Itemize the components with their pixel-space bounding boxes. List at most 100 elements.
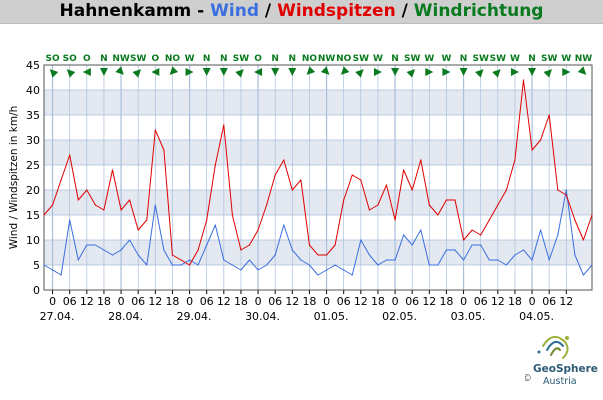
data-point-windspitzen — [163, 149, 165, 151]
data-point-wind — [343, 269, 345, 271]
data-point-windspitzen — [505, 189, 507, 191]
y-tick-label: 25 — [26, 159, 40, 172]
data-point-windspitzen — [231, 214, 233, 216]
data-point-wind — [368, 254, 370, 256]
data-point-windspitzen — [591, 214, 593, 216]
direction-label: SO — [63, 54, 77, 64]
data-point-windspitzen — [471, 229, 473, 231]
direction-arrow-icon — [425, 68, 434, 76]
direction-label: N — [203, 54, 211, 64]
direction-arrow-icon — [391, 68, 400, 76]
chart-title: Hahnenkamm - Wind / Windspitzen / Windri… — [0, 0, 603, 24]
direction-label: W — [185, 54, 195, 64]
data-point-wind — [428, 264, 430, 266]
direction-arrow-icon — [373, 68, 382, 76]
data-point-wind — [163, 249, 165, 251]
x-tick-label: 12 — [491, 295, 505, 308]
title-gusts: Windspitzen — [277, 1, 396, 21]
direction-arrow-icon — [340, 66, 350, 75]
data-point-wind — [325, 269, 328, 271]
data-point-wind — [146, 264, 148, 266]
x-tick-label: 06 — [131, 295, 145, 308]
direction-label: SW — [472, 54, 488, 64]
data-point-wind — [257, 269, 259, 271]
direction-arrow-icon — [320, 66, 330, 75]
data-point-windspitzen — [308, 244, 311, 246]
direction-arrow-icon — [459, 68, 468, 76]
x-tick-label: 12 — [285, 295, 299, 308]
y-tick-label: 10 — [26, 234, 40, 247]
data-point-windspitzen — [240, 249, 242, 251]
y-tick-label: 30 — [26, 134, 40, 147]
direction-label: N — [528, 54, 536, 64]
title-sep-1: - — [191, 1, 211, 21]
data-point-wind — [317, 274, 319, 276]
data-point-windspitzen — [403, 169, 405, 171]
data-point-windspitzen — [180, 259, 182, 261]
data-point-windspitzen — [43, 214, 45, 216]
data-point-wind — [334, 264, 336, 266]
direction-arrow-icon — [271, 68, 280, 76]
data-point-windspitzen — [103, 209, 105, 211]
data-point-windspitzen — [146, 219, 148, 221]
x-tick-label: 0 — [460, 295, 467, 308]
data-point-windspitzen — [257, 229, 259, 231]
direction-arrow-icon — [577, 66, 587, 75]
data-point-wind — [283, 224, 285, 226]
data-point-windspitzen — [437, 214, 439, 216]
direction-arrow-icon — [202, 68, 211, 76]
data-point-windspitzen — [514, 159, 516, 161]
x-tick-label: 12 — [80, 295, 94, 308]
data-point-wind — [206, 244, 208, 246]
data-point-windspitzen — [334, 244, 336, 246]
data-point-wind — [385, 259, 388, 261]
direction-label: W — [561, 54, 571, 64]
data-point-wind — [462, 259, 465, 261]
direction-arrow-icon — [151, 68, 160, 76]
direction-arrow-icon — [562, 68, 571, 76]
x-tick-label: 12 — [422, 295, 436, 308]
data-point-windspitzen — [574, 219, 576, 221]
data-point-windspitzen — [86, 189, 88, 191]
data-point-wind — [51, 269, 54, 271]
data-point-windspitzen — [300, 179, 302, 181]
direction-label: SW — [233, 54, 249, 64]
direction-arrow-icon — [99, 68, 108, 76]
y-tick-label: 0 — [33, 284, 40, 297]
direction-arrow-icon — [219, 68, 228, 76]
data-point-wind — [86, 244, 88, 246]
x-tick-label: 0 — [186, 295, 193, 308]
data-point-wind — [548, 259, 550, 261]
data-point-wind — [497, 259, 499, 261]
data-point-wind — [540, 229, 542, 231]
direction-label: SO — [45, 54, 59, 64]
data-point-windspitzen — [454, 199, 456, 201]
title-wind: Wind — [210, 1, 260, 21]
data-point-windspitzen — [94, 204, 96, 206]
data-point-windspitzen — [488, 219, 490, 221]
x-tick-label: 12 — [354, 295, 368, 308]
data-point-windspitzen — [60, 179, 62, 181]
x-tick-label: 0 — [392, 295, 399, 308]
direction-label: O — [151, 54, 159, 64]
data-point-windspitzen — [343, 199, 345, 201]
data-point-wind — [480, 244, 482, 246]
direction-label: NO — [302, 54, 318, 64]
data-point-wind — [394, 259, 396, 261]
title-station: Hahnenkamm — [59, 1, 192, 21]
data-point-windspitzen — [206, 219, 208, 221]
x-tick-label: 18 — [234, 295, 248, 308]
data-point-wind — [171, 264, 174, 266]
data-point-wind — [94, 244, 96, 246]
data-point-wind — [565, 189, 567, 191]
day-label: 29.04. — [177, 310, 212, 323]
direction-label: NO — [165, 54, 181, 64]
direction-label: N — [391, 54, 399, 64]
data-point-windspitzen — [266, 204, 268, 206]
data-point-windspitzen — [557, 189, 559, 191]
data-point-wind — [308, 264, 311, 266]
data-point-windspitzen — [497, 204, 499, 206]
data-point-windspitzen — [69, 154, 71, 156]
data-point-wind — [111, 254, 114, 256]
data-point-wind — [77, 259, 79, 261]
